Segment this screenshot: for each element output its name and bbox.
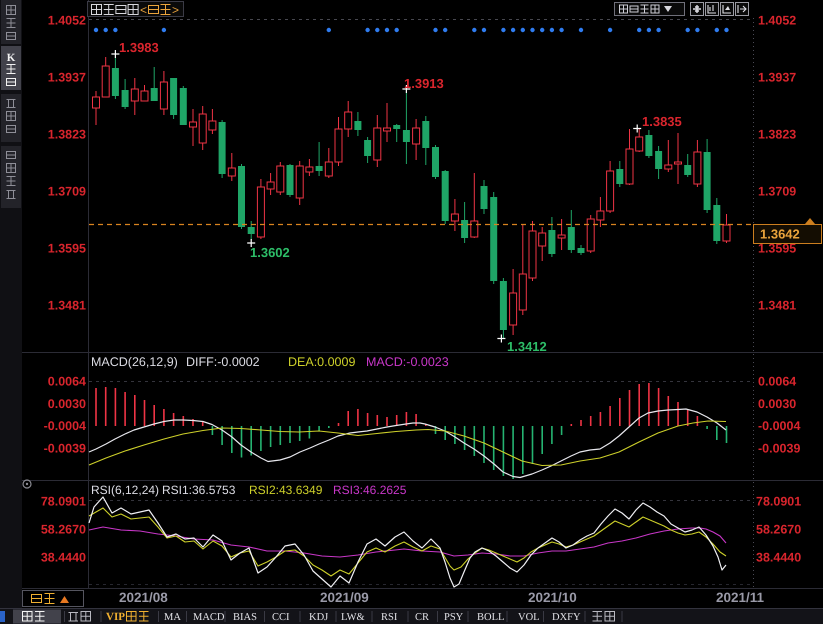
- svg-text:78.0901: 78.0901: [756, 495, 801, 509]
- svg-text:1.3835: 1.3835: [642, 114, 682, 129]
- svg-text:>: >: [172, 3, 179, 17]
- svg-text:1.3595: 1.3595: [758, 242, 796, 256]
- svg-text:BOLL: BOLL: [477, 612, 504, 623]
- svg-text:DEA:0.0009: DEA:0.0009: [288, 355, 355, 369]
- svg-text:RSI2:43.6349: RSI2:43.6349: [249, 483, 323, 497]
- svg-text:1.3937: 1.3937: [758, 71, 796, 85]
- svg-text:MACD(26,12,9): MACD(26,12,9): [91, 355, 178, 369]
- svg-text:2021/10: 2021/10: [528, 590, 577, 605]
- svg-text:1.4052: 1.4052: [758, 14, 796, 28]
- svg-text:38.4440: 38.4440: [41, 550, 86, 564]
- svg-text:1.4052: 1.4052: [48, 14, 86, 28]
- svg-text:1.3709: 1.3709: [758, 185, 796, 199]
- svg-text:1.3481: 1.3481: [48, 299, 86, 313]
- svg-text:PSY: PSY: [444, 612, 464, 623]
- svg-text:-0.0039: -0.0039: [758, 442, 800, 456]
- svg-text:78.0901: 78.0901: [41, 495, 86, 509]
- svg-text:1.3481: 1.3481: [758, 299, 796, 313]
- svg-text:RSI3:46.2625: RSI3:46.2625: [333, 483, 407, 497]
- svg-text:2021/09: 2021/09: [320, 590, 369, 605]
- svg-text:1.3642: 1.3642: [760, 227, 800, 242]
- svg-text:1.3937: 1.3937: [48, 71, 86, 85]
- svg-text:RSI(6,12,24): RSI(6,12,24): [91, 483, 159, 497]
- svg-text:-0.0004: -0.0004: [758, 419, 800, 433]
- svg-text:CCI: CCI: [272, 612, 290, 623]
- svg-text:58.2670: 58.2670: [756, 522, 801, 536]
- svg-text:-0.0004: -0.0004: [44, 419, 86, 433]
- svg-text:1.3823: 1.3823: [48, 128, 86, 142]
- svg-text:K: K: [7, 52, 16, 64]
- svg-text:KDJ: KDJ: [309, 612, 328, 623]
- svg-text:LW&: LW&: [341, 612, 365, 623]
- svg-text:DXFY: DXFY: [552, 612, 581, 623]
- svg-text:0.0030: 0.0030: [758, 397, 796, 411]
- svg-text:2021/08: 2021/08: [119, 590, 168, 605]
- svg-text:DIFF:-0.0002: DIFF:-0.0002: [186, 355, 260, 369]
- svg-text:1.3602: 1.3602: [250, 245, 290, 260]
- svg-text:1.3983: 1.3983: [119, 40, 159, 55]
- svg-text:0.0030: 0.0030: [48, 397, 86, 411]
- svg-text:MA: MA: [164, 612, 181, 623]
- svg-text:0.0064: 0.0064: [758, 375, 796, 389]
- svg-text:-0.0039: -0.0039: [44, 442, 86, 456]
- svg-text:CR: CR: [415, 612, 429, 623]
- svg-text:1.3823: 1.3823: [758, 128, 796, 142]
- svg-text:0.0064: 0.0064: [48, 375, 86, 389]
- svg-text:BIAS: BIAS: [233, 612, 257, 623]
- svg-text:RSI: RSI: [381, 612, 398, 623]
- svg-text:VOL: VOL: [518, 612, 540, 623]
- svg-text:RSI1:36.5753: RSI1:36.5753: [162, 483, 236, 497]
- svg-text:2021/11: 2021/11: [716, 590, 765, 605]
- svg-text:<: <: [140, 3, 147, 17]
- svg-text:1.3412: 1.3412: [507, 339, 547, 354]
- svg-text:58.2670: 58.2670: [41, 522, 86, 536]
- svg-text:MACD: MACD: [193, 612, 225, 623]
- svg-text:1.3709: 1.3709: [48, 185, 86, 199]
- svg-text:VIP: VIP: [106, 611, 125, 623]
- svg-text:MACD:-0.0023: MACD:-0.0023: [366, 355, 449, 369]
- svg-text:1.3913: 1.3913: [404, 76, 444, 91]
- svg-text:38.4440: 38.4440: [756, 550, 801, 564]
- svg-text:1.3595: 1.3595: [48, 242, 86, 256]
